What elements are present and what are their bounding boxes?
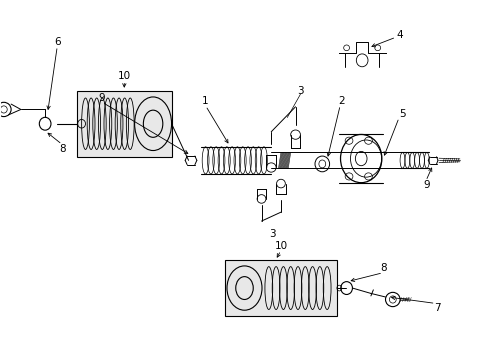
Text: 8: 8 (59, 144, 65, 154)
Bar (77, 91, 171, 157)
Ellipse shape (340, 134, 381, 183)
Text: 9: 9 (423, 180, 429, 190)
Text: 10: 10 (118, 71, 131, 81)
Text: 5: 5 (398, 109, 405, 119)
Text: 2: 2 (338, 96, 345, 107)
Text: 3: 3 (269, 229, 275, 239)
Text: 4: 4 (396, 30, 403, 40)
Text: 7: 7 (433, 303, 440, 313)
Text: 8: 8 (379, 264, 386, 273)
Text: 9: 9 (99, 93, 105, 103)
Text: 1: 1 (202, 96, 208, 107)
Bar (224, 260, 336, 316)
Text: 3: 3 (297, 86, 303, 96)
Text: 6: 6 (54, 37, 61, 48)
Text: 10: 10 (274, 241, 287, 251)
